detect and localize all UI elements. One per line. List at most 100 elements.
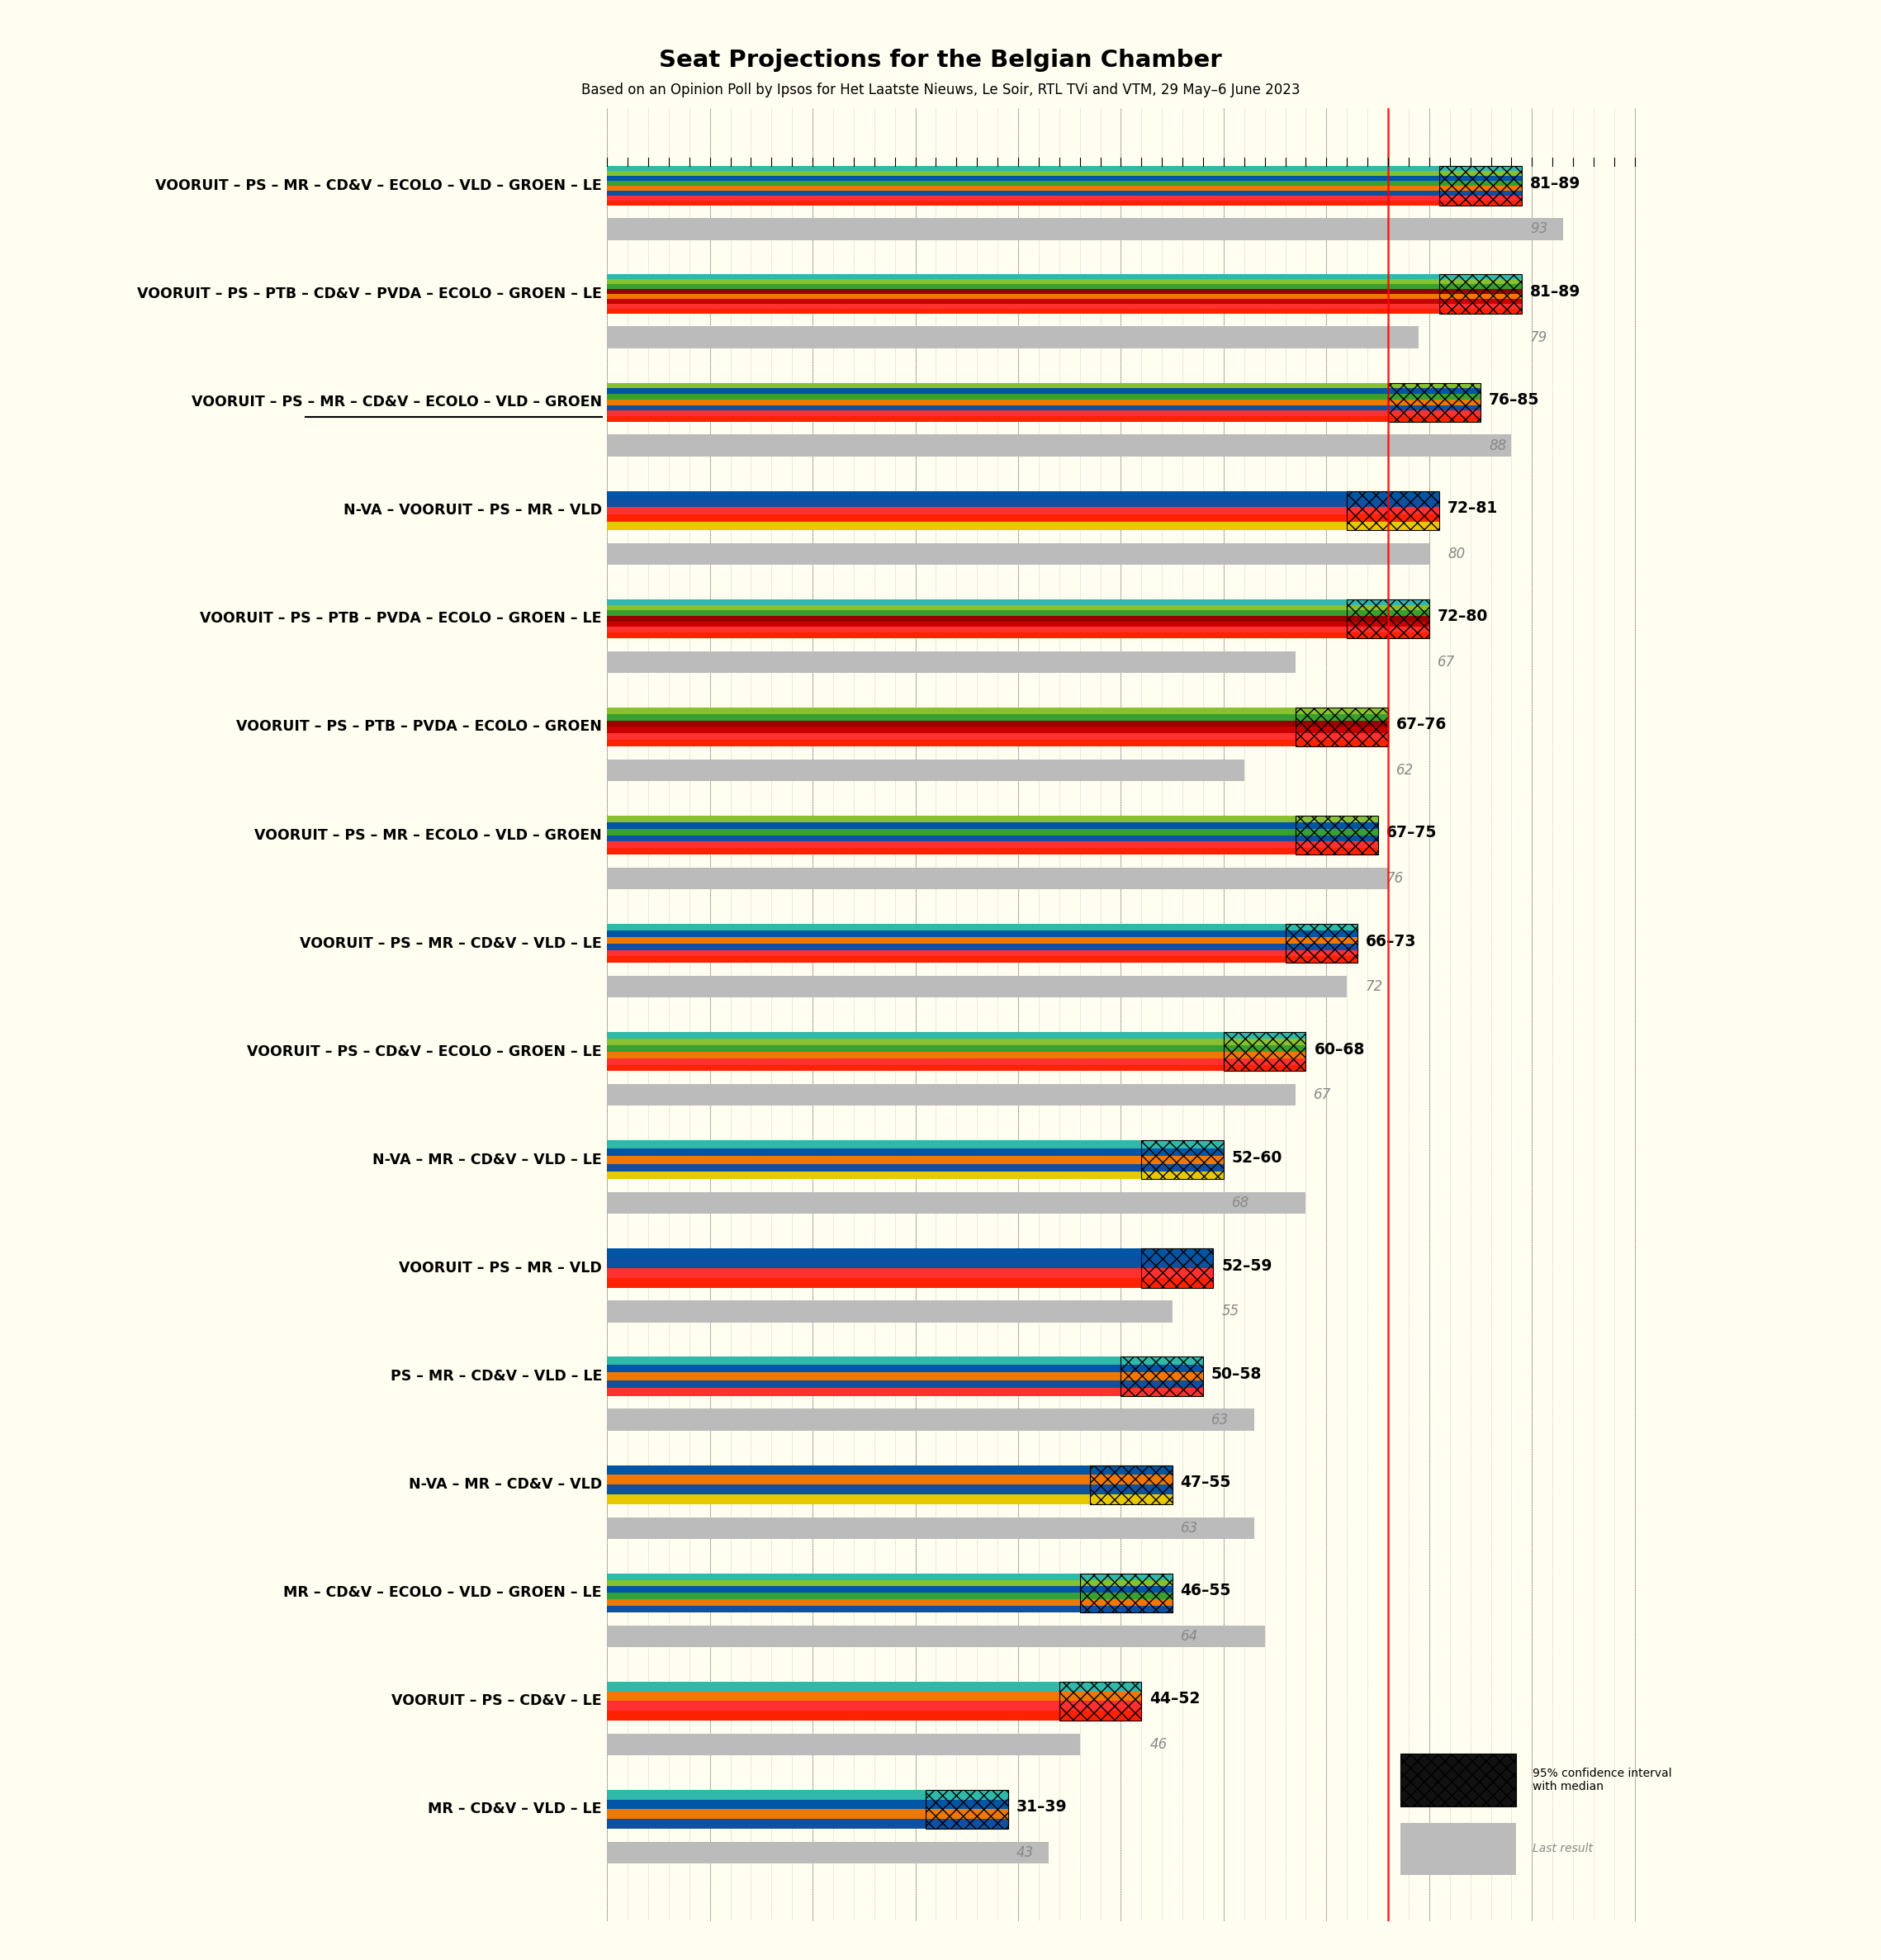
Text: PS – MR – CD&V – VLD – LE: PS – MR – CD&V – VLD – LE bbox=[389, 1368, 602, 1384]
Bar bbox=[1121, 1356, 1204, 1396]
Bar bbox=[608, 1494, 1172, 1503]
Bar bbox=[608, 1039, 1305, 1045]
Bar bbox=[608, 815, 1377, 821]
Bar bbox=[608, 1842, 1050, 1864]
Bar bbox=[608, 274, 1522, 280]
Bar bbox=[608, 294, 1522, 298]
Bar bbox=[608, 180, 1522, 186]
Bar bbox=[608, 1711, 1142, 1721]
Bar bbox=[608, 308, 1522, 314]
Bar bbox=[608, 1156, 1225, 1164]
Bar bbox=[1225, 1033, 1305, 1070]
Bar bbox=[1080, 1574, 1172, 1613]
Bar bbox=[608, 708, 1388, 713]
Bar bbox=[608, 1517, 1255, 1539]
Bar bbox=[608, 490, 1439, 498]
Bar bbox=[608, 713, 1388, 721]
Text: 76: 76 bbox=[1386, 870, 1403, 886]
Bar bbox=[1059, 1682, 1142, 1721]
Bar bbox=[1142, 1249, 1213, 1288]
Bar bbox=[1285, 923, 1358, 962]
Bar bbox=[608, 951, 1358, 956]
Bar bbox=[608, 821, 1377, 829]
Text: VOORUIT – PS – PTB – PVDA – ECOLO – GROEN – LE: VOORUIT – PS – PTB – PVDA – ECOLO – GROE… bbox=[199, 612, 602, 625]
Bar bbox=[608, 1064, 1305, 1070]
Text: VOORUIT – PS – PTB – CD&V – PVDA – ECOLO – GROEN – LE: VOORUIT – PS – PTB – CD&V – PVDA – ECOLO… bbox=[137, 286, 602, 302]
Text: 46: 46 bbox=[1149, 1737, 1168, 1752]
Bar bbox=[1142, 1141, 1225, 1180]
Bar bbox=[608, 931, 1358, 937]
Text: VOORUIT – PS – MR – ECOLO – VLD – GROEN: VOORUIT – PS – MR – ECOLO – VLD – GROEN bbox=[254, 827, 602, 843]
Bar bbox=[608, 1593, 1172, 1599]
Text: 79: 79 bbox=[1529, 329, 1548, 345]
Text: N-VA – MR – CD&V – VLD – LE: N-VA – MR – CD&V – VLD – LE bbox=[372, 1152, 602, 1168]
Text: 72: 72 bbox=[1366, 980, 1383, 994]
Bar bbox=[608, 1380, 1204, 1388]
Bar bbox=[608, 615, 1430, 621]
Bar bbox=[608, 406, 1480, 410]
Text: VOORUIT – PS – PTB – PVDA – ECOLO – GROEN: VOORUIT – PS – PTB – PVDA – ECOLO – GROE… bbox=[237, 719, 602, 735]
Bar bbox=[1091, 1466, 1172, 1503]
Text: N-VA – MR – CD&V – VLD: N-VA – MR – CD&V – VLD bbox=[408, 1478, 602, 1492]
Text: Last result: Last result bbox=[1533, 1842, 1593, 1854]
Bar bbox=[608, 1356, 1204, 1364]
Bar bbox=[608, 1799, 1008, 1809]
Bar bbox=[608, 304, 1522, 308]
Bar bbox=[608, 1409, 1255, 1431]
Bar bbox=[608, 1301, 1172, 1323]
Bar bbox=[1388, 382, 1480, 421]
Bar bbox=[608, 498, 1439, 506]
Bar bbox=[1347, 600, 1430, 639]
Bar bbox=[1347, 490, 1439, 529]
Bar bbox=[608, 1249, 1213, 1258]
Bar bbox=[608, 727, 1388, 733]
Text: 72–80: 72–80 bbox=[1437, 610, 1488, 625]
Text: 68: 68 bbox=[1232, 1196, 1249, 1211]
Bar bbox=[608, 621, 1430, 627]
Text: 63: 63 bbox=[1181, 1521, 1198, 1535]
Text: 60–68: 60–68 bbox=[1315, 1041, 1366, 1056]
Bar bbox=[608, 1084, 1296, 1105]
Bar bbox=[1439, 167, 1522, 206]
Bar bbox=[608, 651, 1296, 672]
Bar bbox=[608, 1474, 1172, 1484]
Text: MR – CD&V – VLD – LE: MR – CD&V – VLD – LE bbox=[429, 1801, 602, 1817]
Bar bbox=[1296, 815, 1377, 855]
Bar bbox=[1399, 1754, 1516, 1807]
Bar bbox=[608, 327, 1418, 349]
Text: VOORUIT – PS – MR – CD&V – ECOLO – VLD – GROEN – LE: VOORUIT – PS – MR – CD&V – ECOLO – VLD –… bbox=[156, 178, 602, 194]
Text: 47–55: 47–55 bbox=[1181, 1474, 1232, 1490]
Text: 31–39: 31–39 bbox=[1016, 1799, 1067, 1815]
Bar bbox=[608, 868, 1388, 890]
Bar bbox=[608, 1819, 1008, 1829]
Text: Based on an Opinion Poll by Ipsos for Het Laatste Nieuws, Le Soir, RTL TVi and V: Based on an Opinion Poll by Ipsos for He… bbox=[581, 82, 1300, 98]
Bar bbox=[608, 627, 1430, 633]
Bar bbox=[608, 849, 1377, 855]
Bar bbox=[608, 1192, 1305, 1213]
Text: VOORUIT – PS – CD&V – ECOLO – GROEN – LE: VOORUIT – PS – CD&V – ECOLO – GROEN – LE bbox=[246, 1045, 602, 1058]
Text: 67–76: 67–76 bbox=[1396, 717, 1446, 733]
Text: N-VA – VOORUIT – PS – MR – VLD: N-VA – VOORUIT – PS – MR – VLD bbox=[344, 504, 602, 517]
Bar bbox=[608, 943, 1358, 951]
Bar bbox=[608, 514, 1439, 521]
Text: 67–75: 67–75 bbox=[1386, 825, 1437, 841]
Bar bbox=[608, 435, 1512, 457]
Bar bbox=[608, 186, 1522, 190]
Text: 80: 80 bbox=[1448, 547, 1465, 561]
Text: VOORUIT – PS – MR – CD&V – ECOLO – VLD – GROEN: VOORUIT – PS – MR – CD&V – ECOLO – VLD –… bbox=[192, 394, 602, 410]
Text: 52–60: 52–60 bbox=[1232, 1151, 1283, 1166]
Bar bbox=[608, 1484, 1172, 1494]
Text: 81–89: 81–89 bbox=[1529, 284, 1580, 300]
Bar bbox=[1296, 708, 1388, 747]
Bar bbox=[608, 416, 1480, 421]
Bar bbox=[608, 167, 1522, 171]
Bar bbox=[608, 1574, 1172, 1580]
Bar bbox=[608, 1372, 1204, 1380]
Bar bbox=[608, 1141, 1225, 1149]
Bar bbox=[608, 1058, 1305, 1064]
Bar bbox=[608, 284, 1522, 290]
Bar bbox=[608, 388, 1480, 394]
Bar bbox=[608, 1258, 1213, 1268]
Bar bbox=[608, 600, 1430, 606]
Bar bbox=[608, 1701, 1142, 1711]
